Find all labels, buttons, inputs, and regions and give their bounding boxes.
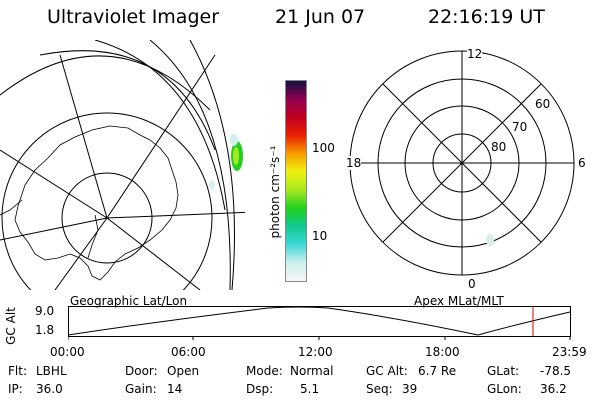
meridian-line [106, 211, 245, 219]
flt-label: Flt: [8, 364, 27, 378]
colorbar-tick-100: 100 [312, 141, 335, 155]
mlt-label-6: 6 [578, 156, 586, 170]
timeline-xtick-1200: 12:00 [298, 345, 333, 359]
polar-dial [349, 50, 575, 276]
glat-label: GLat: [487, 364, 520, 378]
gcalt-label: GC Alt: [366, 364, 408, 378]
coastline [14, 125, 179, 281]
colorbar-unit-label: photon cm⁻²s⁻¹ [268, 145, 282, 239]
door-value: Open [167, 364, 200, 378]
meridian-line [106, 217, 201, 290]
dsp-label: Dsp: [246, 382, 274, 396]
gcalt-value: 6.7 Re [418, 364, 457, 378]
timeline-xtick-0600: 06:00 [171, 345, 206, 359]
seq-value: 39 [402, 382, 418, 396]
meridian-line [106, 54, 216, 219]
flt-value: LBHL [36, 364, 67, 378]
timeline-ytick-max: 9.0 [35, 304, 55, 318]
emission-spot [486, 234, 494, 246]
date-label: 21 Jun 07 [275, 6, 366, 28]
meridian-line [0, 217, 108, 241]
latitude-circle [1, 112, 213, 290]
latitude-circle [61, 172, 153, 264]
mlt-line [382, 83, 542, 243]
door-label: Door: [125, 364, 158, 378]
mlt-label-18: 18 [346, 156, 362, 170]
dsp-value: 5.1 [300, 382, 320, 396]
mlat-label-60: 60 [535, 97, 551, 111]
colorbar-tick-10: 10 [312, 229, 328, 243]
altitude-timeline [68, 306, 571, 340]
glon-label: GLon: [487, 382, 522, 396]
meridian-line [59, 54, 108, 219]
meridian-line [0, 149, 108, 219]
gain-label: Gain: [125, 382, 157, 396]
mlt-label-0: 0 [468, 277, 476, 291]
left-panel-caption: Geographic Lat/Lon [70, 294, 188, 308]
mlat-label-70: 70 [512, 120, 528, 134]
time-label: 22:16:19 UT [428, 6, 545, 28]
mlt-label-12: 12 [467, 47, 483, 61]
timeline-frame [68, 306, 571, 337]
right-panel-caption: Apex MLat/MLT [414, 294, 504, 308]
latitude-arc [0, 55, 211, 111]
glon-value: 36.2 [540, 382, 567, 396]
timeline-xtick-2359: 23:59 [552, 345, 587, 359]
timeline-y-label: GC Alt [4, 307, 18, 345]
mode-label: Mode: [246, 364, 283, 378]
seq-label: Seq: [366, 382, 393, 396]
glat-value: -78.5 [540, 364, 572, 378]
mlat-label-80: 80 [491, 140, 507, 154]
colorbar [285, 80, 307, 282]
timeline-xtick-0000: 00:00 [50, 345, 85, 359]
mode-value: Normal [290, 364, 334, 378]
altitude-curve [68, 306, 571, 336]
gain-value: 14 [167, 382, 183, 396]
ip-label: IP: [8, 382, 23, 396]
aurora-emission [209, 134, 243, 190]
timeline-ytick-min: 1.8 [35, 323, 55, 337]
geographic-map [0, 40, 245, 290]
instrument-title: Ultraviolet Imager [47, 6, 220, 28]
timeline-xtick-1800: 18:00 [425, 345, 460, 359]
ip-value: 36.0 [36, 382, 63, 396]
